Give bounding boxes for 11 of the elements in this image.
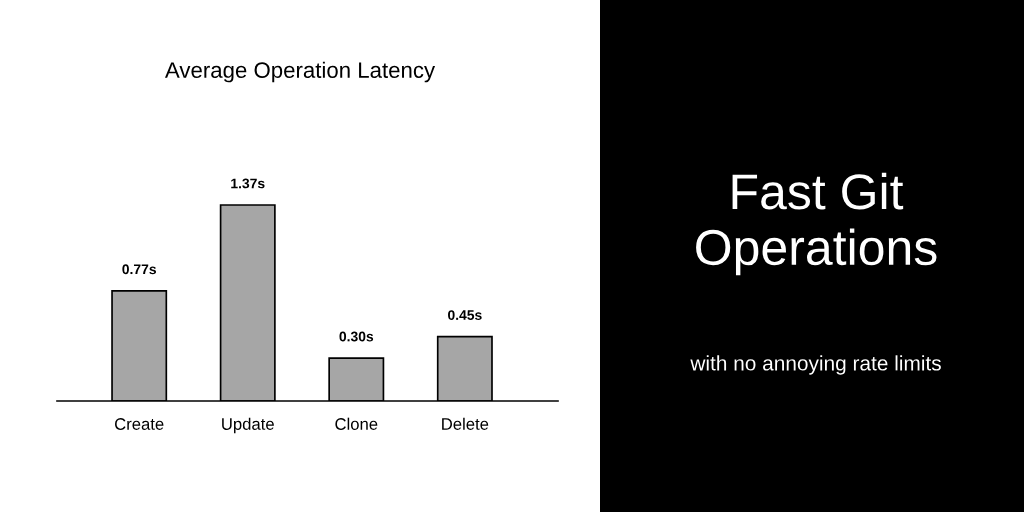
text: with no annoying rate limits — [690, 355, 941, 375]
data-label: 0.45s — [448, 310, 482, 320]
data-label: 0.77s — [122, 264, 156, 275]
x-tick-label: Clone — [335, 417, 378, 430]
chart-title: Average Operation Latency — [164, 61, 436, 83]
x-tick-label: Create — [115, 418, 164, 430]
text: Fast Git Operations — [696, 172, 937, 276]
x-tick-label: Delete — [442, 417, 489, 430]
x-tick-label: Update — [222, 417, 274, 434]
data-label: 0.30s — [339, 331, 374, 342]
data-label: 1.37s — [231, 178, 265, 189]
